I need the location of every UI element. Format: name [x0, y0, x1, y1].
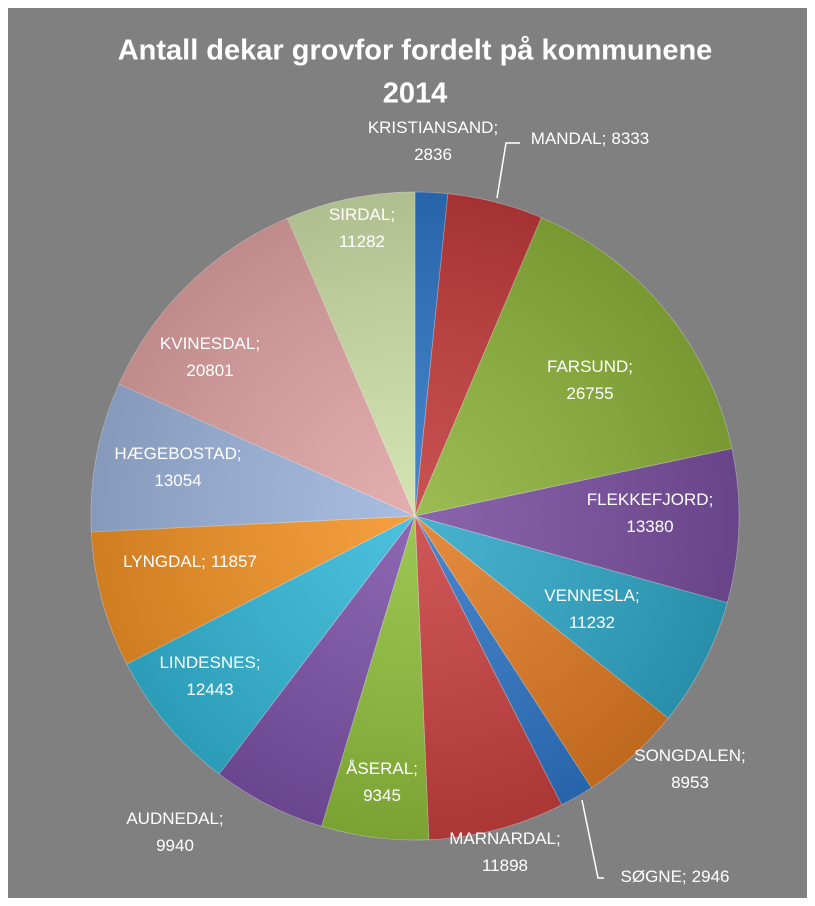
data-label: KRISTIANSAND; 2836 — [368, 118, 498, 164]
label-separator: ; — [556, 829, 561, 848]
label-category: LINDESNES — [159, 653, 255, 672]
data-label: FLEKKEFJORD; 13380 — [587, 490, 714, 536]
data-label: LYNGDAL; 11857 — [123, 552, 257, 571]
label-category: FARSUND — [547, 357, 628, 376]
label-value: 11282 — [339, 232, 385, 251]
label-category: MANDAL — [531, 129, 602, 148]
label-category: SONGDALEN — [634, 746, 741, 765]
data-label: LINDESNES; 12443 — [159, 653, 260, 699]
label-separator: ; — [413, 759, 418, 778]
label-category: LYNGDAL — [123, 552, 201, 571]
label-category: KVINESDAL — [160, 334, 255, 353]
label-category: MARNARDAL — [449, 829, 556, 848]
label-category: AUDNEDAL — [126, 809, 219, 828]
label-separator: ; — [237, 444, 242, 463]
label-value: 11232 — [569, 613, 615, 632]
label-separator: ; — [219, 809, 224, 828]
label-category: VENNESLA — [544, 586, 635, 605]
label-separator: ; — [682, 867, 687, 886]
label-value: 12443 — [186, 680, 233, 699]
data-label: MANDAL; 8333 — [531, 129, 649, 148]
label-separator: ; — [709, 490, 714, 509]
data-label: VENNESLA; 11232 — [544, 586, 639, 632]
label-category: ÅSERAL — [346, 759, 413, 778]
label-value: 2836 — [414, 145, 452, 164]
label-separator: ; — [741, 746, 746, 765]
label-value: 8333 — [611, 129, 649, 148]
data-label: ÅSERAL; 9345 — [346, 759, 418, 805]
label-value: 2946 — [692, 867, 730, 886]
label-separator: ; — [602, 129, 607, 148]
data-label: AUDNEDAL; 9940 — [126, 809, 223, 855]
label-category: SØGNE — [621, 867, 682, 886]
label-separator: ; — [201, 552, 206, 571]
label-value: 11898 — [482, 856, 528, 875]
label-separator: ; — [256, 653, 261, 672]
label-value: 20801 — [186, 361, 233, 380]
label-category: HÆGEBOSTAD — [114, 444, 236, 463]
chart-title: Antall dekar grovfor fordelt på kommunen… — [118, 35, 713, 67]
label-separator: ; — [628, 357, 633, 376]
label-category: SIRDAL — [329, 205, 390, 224]
label-separator: ; — [493, 118, 498, 137]
label-value: 13380 — [626, 517, 673, 536]
label-value: 13054 — [154, 471, 201, 490]
chart-title: 2014 — [383, 78, 448, 110]
data-label: KVINESDAL; 20801 — [160, 334, 260, 380]
label-value: 11857 — [211, 552, 257, 571]
data-label: SIRDAL; 11282 — [329, 205, 395, 251]
label-separator: ; — [390, 205, 395, 224]
data-label: HÆGEBOSTAD; 13054 — [114, 444, 241, 490]
label-value: 8953 — [671, 773, 709, 792]
label-value: 9940 — [156, 836, 194, 855]
data-label: FARSUND; 26755 — [547, 357, 633, 403]
data-label: SØGNE; 2946 — [621, 867, 730, 886]
label-category: KRISTIANSAND — [368, 118, 494, 137]
label-category: FLEKKEFJORD — [587, 490, 709, 509]
label-value: 26755 — [566, 384, 613, 403]
data-label: MARNARDAL; 11898 — [449, 829, 560, 875]
label-separator: ; — [635, 586, 640, 605]
label-separator: ; — [255, 334, 260, 353]
leader-line — [496, 142, 520, 199]
label-value: 9345 — [363, 786, 401, 805]
data-label: SONGDALEN; 8953 — [634, 746, 745, 792]
